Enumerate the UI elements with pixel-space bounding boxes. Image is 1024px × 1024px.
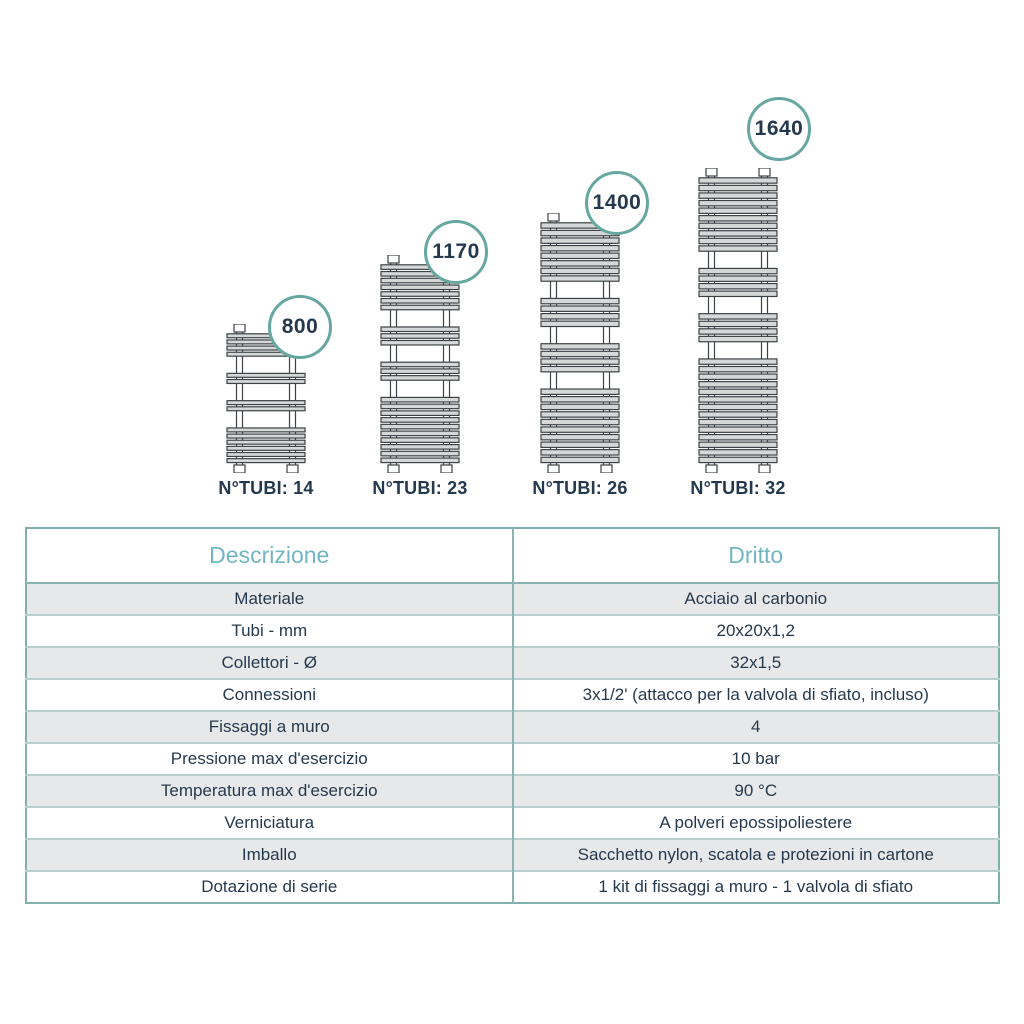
table-row: Verniciatura A polveri epossipoliestere	[26, 806, 999, 839]
tubi-count-label-4: N°TUBI: 32	[690, 478, 786, 498]
radiator-1640-svg	[698, 168, 778, 473]
column-header-descrizione: Descrizione	[26, 528, 513, 583]
radiator-drawing-1400	[540, 213, 620, 473]
tubi-count-label-3: N°TUBI: 26	[532, 478, 628, 498]
radiator-figure: 800 1170 1400 1640 N°TUBI: 14 N°TUBI: 23…	[218, 97, 811, 498]
height-value: 1170	[432, 240, 480, 263]
row-label: Fissaggi a muro	[26, 710, 513, 743]
table-row: Fissaggi a muro 4	[26, 710, 999, 743]
height-value: 1400	[592, 191, 642, 214]
spec-table-header: Descrizione Dritto	[26, 528, 999, 583]
tubi-count-label-1: N°TUBI: 14	[218, 478, 314, 498]
row-value: 1 kit di fissaggi a muro - 1 valvola di …	[511, 870, 999, 903]
row-value: 20x20x1,2	[511, 614, 999, 647]
row-label: Connessioni	[26, 678, 513, 711]
tubi-count-label-2: N°TUBI: 23	[372, 478, 468, 498]
radiator-drawing-1640	[698, 168, 778, 473]
radiator-1170-svg	[380, 255, 460, 473]
row-label: Dotazione di serie	[26, 870, 513, 903]
row-label: Temperatura max d'esercizio	[26, 774, 513, 807]
row-value: 32x1,5	[511, 646, 999, 679]
row-value: Acciaio al carbonio	[511, 582, 999, 615]
height-value: 1640	[754, 117, 804, 140]
row-label: Pressione max d'esercizio	[26, 742, 513, 775]
row-value: Sacchetto nylon, scatola e protezioni in…	[511, 838, 999, 871]
spec-table: Descrizione Dritto Materiale Acciaio al …	[25, 527, 1000, 904]
table-row: Pressione max d'esercizio 10 bar	[26, 742, 999, 775]
table-row: Connessioni 3x1/2' (attacco per la valvo…	[26, 678, 999, 711]
row-label: Materiale	[26, 582, 513, 615]
height-badge-1640: 1640	[747, 97, 811, 161]
table-row: Collettori - Ø 32x1,5	[26, 646, 999, 679]
row-label: Collettori - Ø	[26, 646, 513, 679]
radiator-drawing-1170	[380, 255, 460, 473]
table-row: Temperatura max d'esercizio 90 °C	[26, 774, 999, 807]
row-value: A polveri epossipoliestere	[511, 806, 999, 839]
row-value: 10 bar	[511, 742, 999, 775]
row-value: 4	[511, 710, 999, 743]
table-row: Imballo Sacchetto nylon, scatola e prote…	[26, 838, 999, 871]
table-row: Tubi - mm 20x20x1,2	[26, 614, 999, 647]
height-badge-1170: 1170	[424, 220, 488, 284]
row-label: Imballo	[26, 838, 513, 871]
table-row: Materiale Acciaio al carbonio	[26, 582, 999, 615]
row-value: 3x1/2' (attacco per la valvola di sfiato…	[511, 678, 999, 711]
row-value: 90 °C	[511, 774, 999, 807]
height-value: 800	[281, 315, 319, 338]
height-badge-800: 800	[268, 295, 332, 359]
column-header-dritto: Dritto	[511, 528, 999, 583]
row-label: Tubi - mm	[26, 614, 513, 647]
height-badge-1400: 1400	[585, 171, 649, 235]
table-row: Dotazione di serie 1 kit di fissaggi a m…	[26, 870, 999, 903]
radiator-1400-svg	[540, 213, 620, 473]
row-label: Verniciatura	[26, 806, 513, 839]
